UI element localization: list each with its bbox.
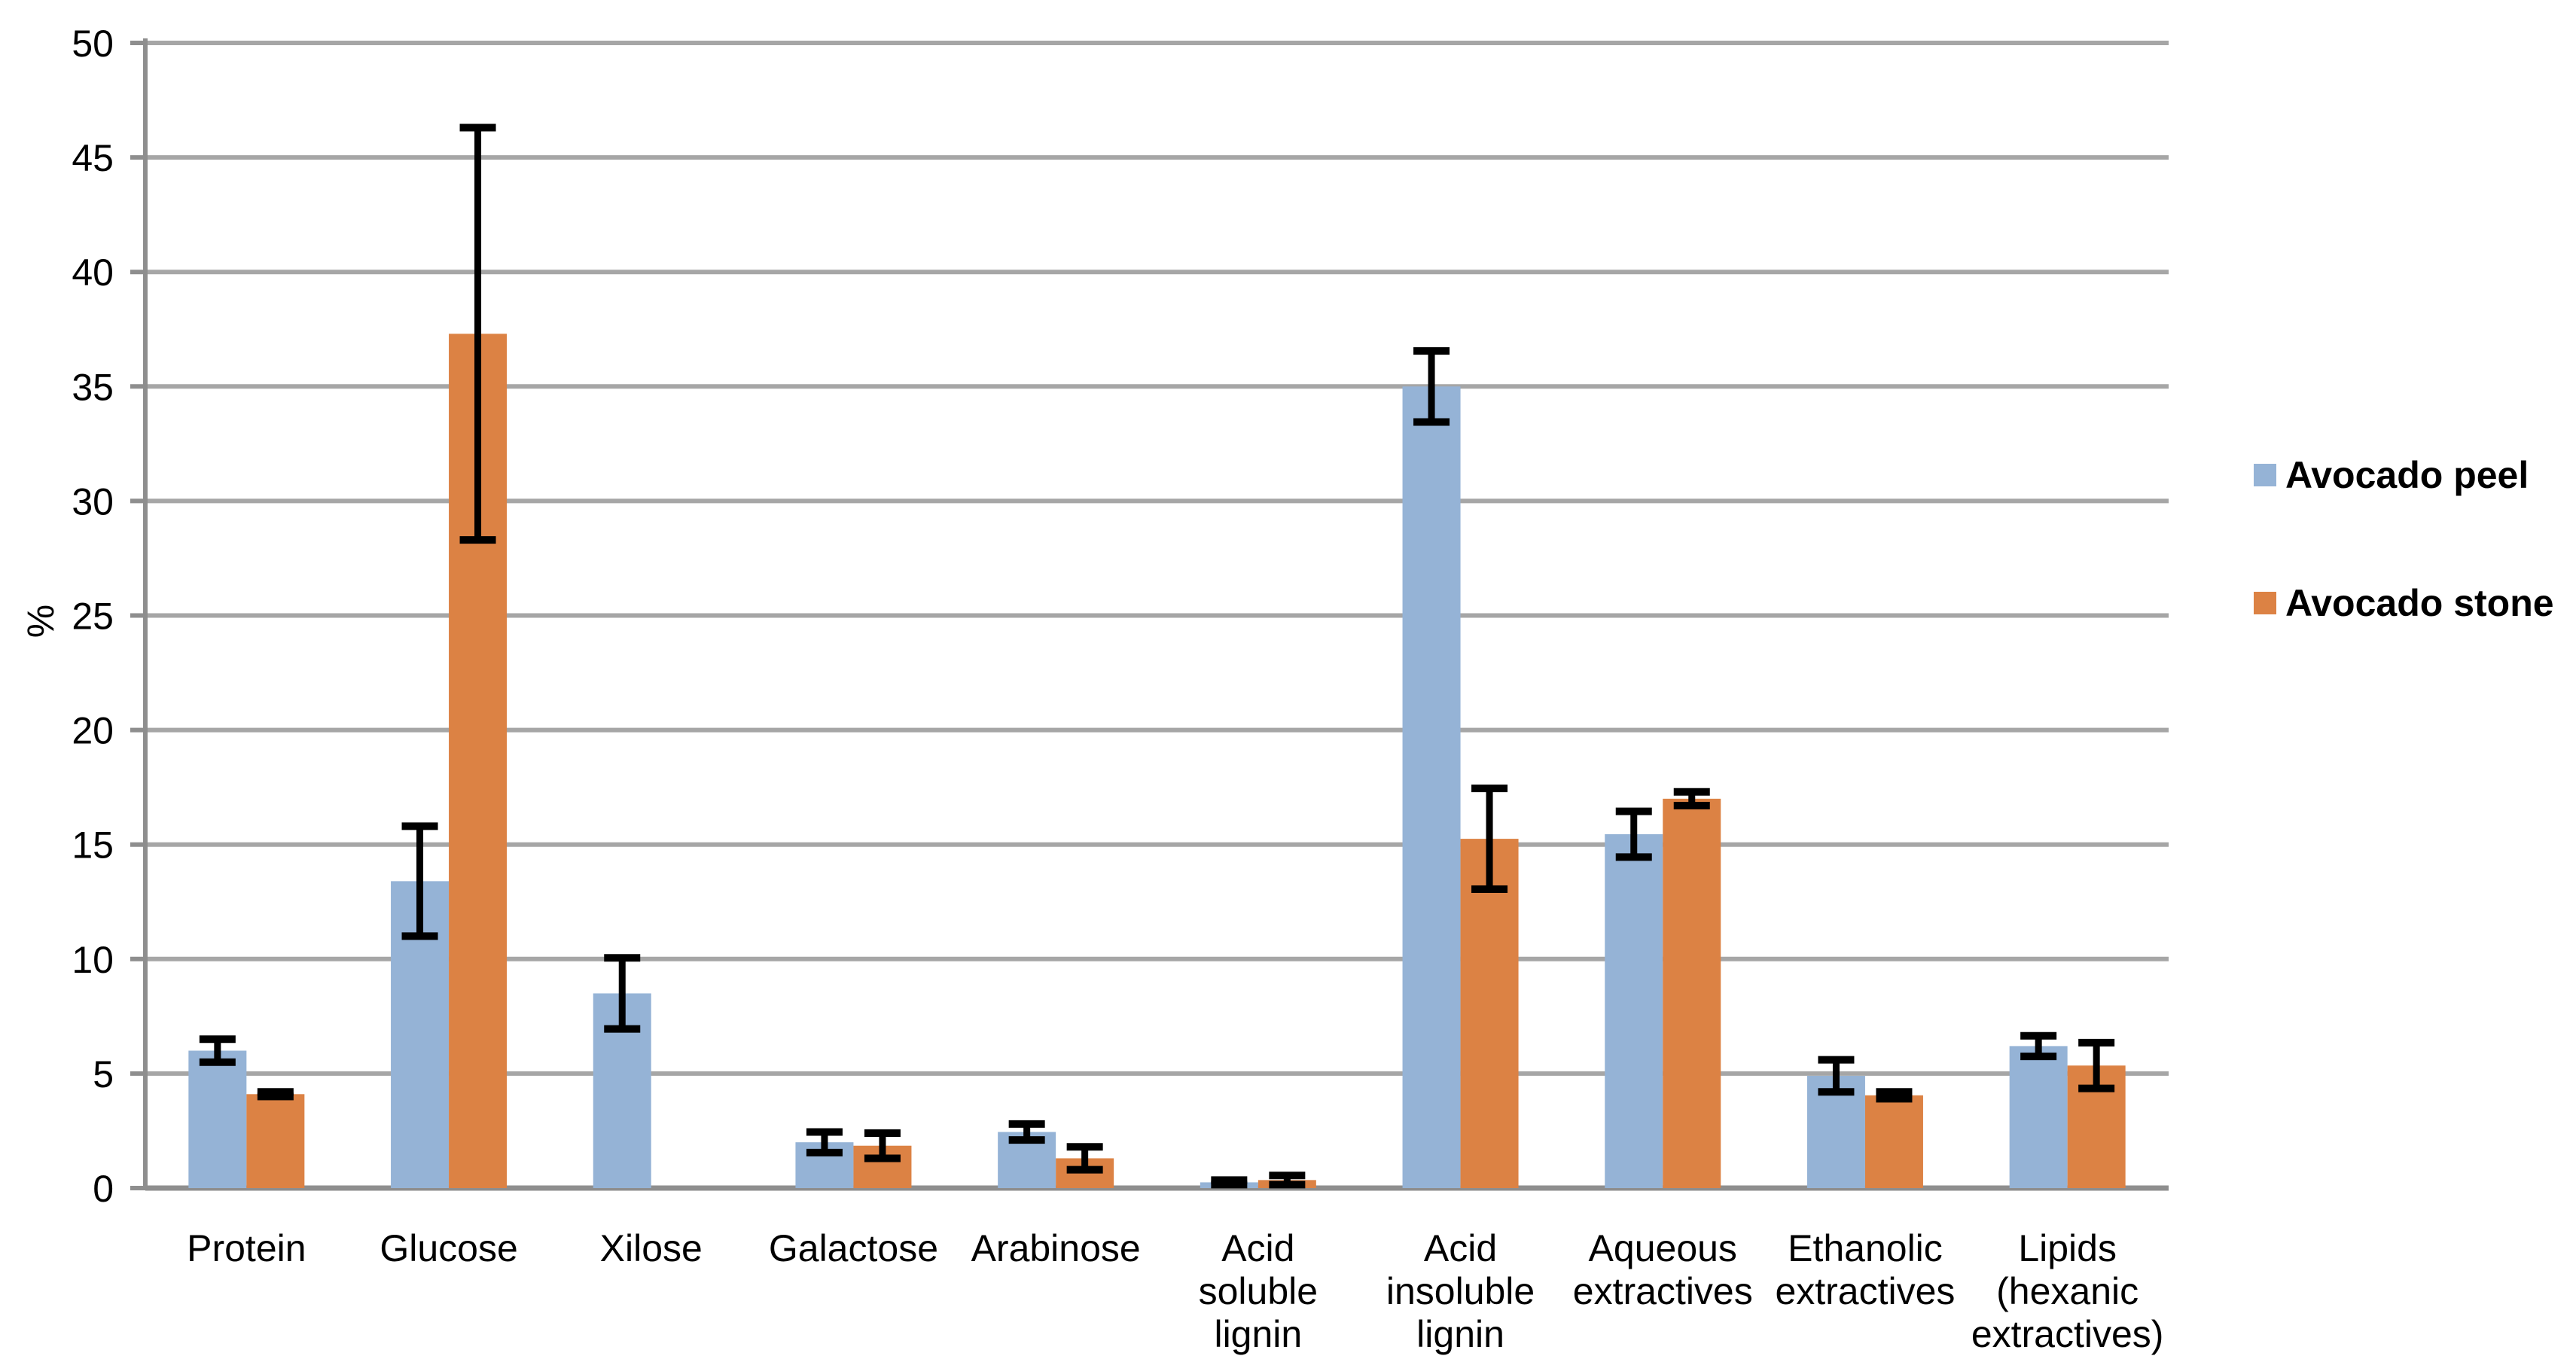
x-category-label-galactose: Galactose xyxy=(769,1227,938,1269)
x-category-label-acid-insoluble-lignin: Acid xyxy=(1424,1227,1497,1269)
legend-swatch-peel-icon xyxy=(2254,464,2276,486)
x-category-label-ethanolic-extractives: Ethanolic xyxy=(1788,1227,1943,1269)
y-tick-label: 10 xyxy=(72,939,114,981)
legend-swatch-stone-icon xyxy=(2254,592,2276,614)
y-tick-label: 40 xyxy=(72,251,114,294)
x-category-label-acid-soluble-lignin: lignin xyxy=(1214,1313,1302,1355)
x-category-label-acid-soluble-lignin: soluble xyxy=(1199,1270,1318,1312)
bar-avocado-stone-protein xyxy=(246,1094,305,1188)
y-tick-label: 15 xyxy=(72,824,114,867)
y-tick-label: 50 xyxy=(72,23,114,65)
bar-avocado-stone-aqueous-extractives xyxy=(1663,798,1721,1188)
x-category-label-xilose: Xilose xyxy=(600,1227,703,1269)
y-tick-label: 30 xyxy=(72,480,114,523)
y-tick-label: 45 xyxy=(72,137,114,179)
y-tick-label: 25 xyxy=(72,596,114,638)
x-category-label-aqueous-extractives: extractives xyxy=(1573,1270,1753,1312)
x-category-label-acid-insoluble-lignin: lignin xyxy=(1416,1313,1504,1355)
legend-label-avocado-stone: Avocado stone xyxy=(2285,582,2554,624)
legend-label-avocado-peel: Avocado peel xyxy=(2285,454,2529,496)
bar-avocado-peel-aqueous-extractives xyxy=(1605,834,1663,1188)
bar-avocado-stone-acid-insoluble-lignin xyxy=(1460,839,1519,1188)
x-category-label-lipids-hexanic-extractives: extractives) xyxy=(1971,1313,2164,1355)
legend-item-avocado-stone: Avocado stone xyxy=(2254,581,2554,625)
legend: Avocado peel Avocado stone xyxy=(2254,0,2570,1362)
y-axis-title: % xyxy=(20,604,62,638)
bar-avocado-peel-acid-insoluble-lignin xyxy=(1402,386,1461,1188)
y-tick-label: 0 xyxy=(93,1168,114,1210)
x-category-label-arabinose: Arabinose xyxy=(971,1227,1141,1269)
y-tick-label: 5 xyxy=(93,1053,114,1095)
bar-avocado-stone-ethanolic-extractives xyxy=(1864,1095,1923,1188)
bar-avocado-peel-lipids-hexanic-extractives xyxy=(2009,1046,2068,1188)
x-category-label-acid-soluble-lignin: Acid xyxy=(1221,1227,1294,1269)
bar-avocado-peel-protein xyxy=(188,1050,247,1188)
x-category-label-protein: Protein xyxy=(187,1227,306,1269)
x-category-label-aqueous-extractives: Aqueous xyxy=(1589,1227,1737,1269)
legend-item-avocado-peel: Avocado peel xyxy=(2254,453,2529,497)
x-category-label-glucose: Glucose xyxy=(380,1227,517,1269)
y-tick-label: 35 xyxy=(72,366,114,408)
x-category-label-lipids-hexanic-extractives: (hexanic xyxy=(1996,1270,2139,1312)
y-tick-label: 20 xyxy=(72,710,114,752)
x-category-label-acid-insoluble-lignin: insoluble xyxy=(1386,1270,1535,1312)
x-category-label-lipids-hexanic-extractives: Lipids xyxy=(2018,1227,2117,1269)
x-category-label-ethanolic-extractives: extractives xyxy=(1775,1270,1955,1312)
